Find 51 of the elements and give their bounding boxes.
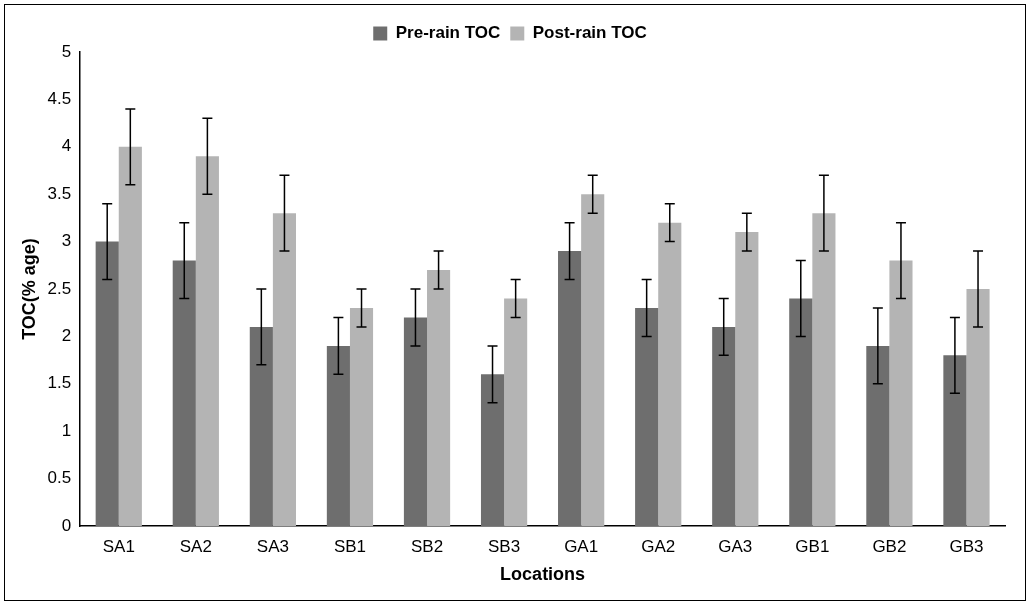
y-tick-label: 5: [61, 41, 72, 61]
y-tick-label: 0: [61, 515, 72, 535]
bar: [195, 156, 219, 526]
x-tick-label: SA1: [102, 536, 135, 556]
bar: [480, 374, 505, 526]
bar: [943, 355, 967, 526]
bar: [658, 222, 682, 526]
x-tick-label: SB2: [410, 536, 444, 556]
y-axis-title: TOC(% age): [18, 238, 39, 340]
y-tick-label: 3: [61, 231, 72, 251]
bar: [735, 232, 759, 526]
x-tick-label: SB3: [488, 536, 521, 556]
y-tick-label: 2: [61, 326, 72, 346]
x-tick-label: SA2: [179, 536, 212, 556]
bar: [272, 213, 297, 526]
bar: [712, 326, 736, 526]
y-tick-label: 4.5: [47, 89, 72, 109]
bar: [249, 326, 273, 526]
bar: [95, 241, 119, 526]
x-tick-label: GA1: [564, 536, 599, 556]
x-tick-label: GA2: [641, 536, 676, 556]
bar: [812, 213, 836, 526]
legend-label: Post-rain TOC: [532, 23, 647, 43]
y-tick-label: 3.5: [47, 183, 72, 203]
bar: [581, 194, 605, 526]
bar: [889, 260, 913, 526]
y-tick-label: 1.5: [47, 373, 72, 393]
x-tick-label: SB1: [333, 536, 367, 556]
bar: [403, 317, 428, 526]
bar: [427, 270, 451, 526]
x-tick-label: GB3: [949, 536, 984, 556]
x-tick-label: GA3: [718, 536, 753, 556]
x-axis-title: Locations: [500, 564, 586, 585]
y-tick-label: 2.5: [47, 278, 72, 298]
x-tick-label: SA3: [256, 536, 289, 556]
bar: [349, 307, 374, 526]
x-tick-label: GB2: [872, 536, 907, 556]
bar: [558, 251, 582, 526]
bar: [789, 298, 813, 526]
bar: [118, 146, 142, 526]
x-tick-label: GB1: [795, 536, 830, 556]
y-tick-label: 1: [61, 420, 72, 440]
bar: [326, 345, 350, 526]
bar: [635, 307, 659, 526]
y-tick-label: 4: [61, 136, 72, 156]
bar: [172, 260, 196, 526]
legend-label: Pre-rain TOC: [395, 23, 501, 43]
bar: [504, 298, 528, 526]
bar: [866, 345, 890, 526]
y-tick-label: 0.5: [47, 468, 72, 488]
bar: [966, 289, 990, 526]
